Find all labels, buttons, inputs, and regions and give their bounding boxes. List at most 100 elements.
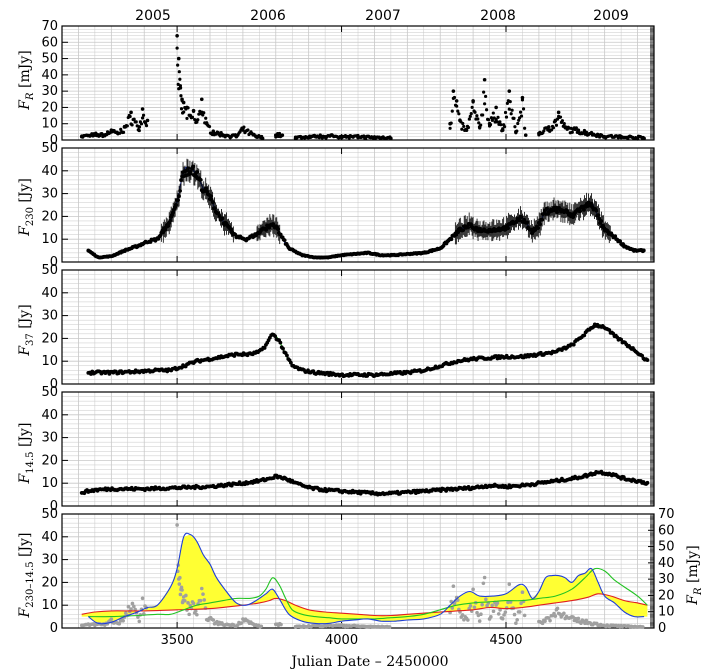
ytick-label: 50 — [41, 52, 58, 67]
data-point — [469, 111, 473, 116]
optical-overlay-point — [515, 618, 519, 622]
ylabel-f230: F230 [Jy] — [17, 178, 36, 237]
data-point — [471, 99, 475, 103]
data-point — [519, 114, 524, 118]
grid-f37 — [62, 269, 654, 385]
ytick-label: 40 — [41, 408, 58, 423]
optical-overlay-point — [484, 597, 488, 602]
optical-overlay-point — [201, 592, 205, 596]
data-point — [306, 135, 311, 140]
optical-overlay-point — [518, 610, 522, 614]
data-point — [513, 125, 517, 129]
data-point — [179, 94, 183, 98]
data-point — [137, 128, 141, 133]
data-point — [521, 107, 526, 111]
data-point — [520, 95, 525, 100]
optical-overlay-point — [481, 581, 486, 586]
ytick-label: 0 — [50, 621, 58, 636]
ytick-label: 20 — [41, 209, 58, 224]
optical-overlay-point — [179, 585, 184, 590]
data-point — [372, 136, 377, 141]
data-point — [475, 114, 479, 118]
data-point — [121, 130, 126, 134]
optical-overlay-point — [193, 609, 198, 613]
optical-overlay-point — [449, 599, 453, 604]
data-point — [468, 114, 472, 118]
ytick-label: 20 — [41, 575, 58, 590]
optical-overlay-point — [495, 601, 500, 605]
optical-overlay-point — [126, 604, 131, 609]
data-point — [467, 117, 471, 121]
optical-overlay-point — [477, 619, 482, 623]
ytick-label: 70 — [41, 19, 58, 34]
data-point — [141, 113, 146, 117]
data-point — [273, 133, 278, 137]
data-point — [191, 108, 196, 113]
data-point — [449, 237, 454, 242]
data-point — [491, 111, 495, 115]
ytick-label-right: 30 — [658, 572, 675, 587]
optical-overlay-point — [540, 621, 545, 626]
data-point — [234, 134, 239, 139]
data-point — [546, 125, 551, 129]
ytick-label: 30 — [41, 553, 58, 568]
data-point — [109, 128, 114, 133]
data-point — [470, 105, 474, 109]
data-point — [504, 115, 509, 119]
optical-overlay-point — [543, 619, 547, 623]
data-point — [495, 120, 499, 124]
data-point — [389, 136, 393, 141]
panel-f230: 0 10 20 30 40 50 — [41, 141, 655, 270]
optical-overlay-point — [187, 612, 191, 617]
optical-overlay-point — [140, 596, 145, 601]
data-point — [195, 118, 199, 123]
optical-overlay-point — [520, 590, 525, 595]
optical-overlay-point — [117, 622, 122, 626]
data-point — [494, 105, 498, 110]
data-point — [175, 33, 179, 38]
data-point — [542, 129, 546, 133]
data-point — [202, 111, 206, 115]
optical-overlay-point — [259, 624, 264, 629]
data-point — [176, 63, 180, 67]
optical-overlay-point — [202, 598, 207, 602]
data-point — [204, 116, 208, 120]
data-point — [454, 99, 459, 103]
optical-overlay-point — [211, 618, 216, 622]
ylabel-overlay-right: FR [mJy] — [685, 545, 704, 605]
data-point — [339, 134, 344, 139]
data-point — [455, 104, 459, 108]
data-point — [221, 133, 225, 137]
data-point — [645, 358, 650, 362]
ytick-label-right: 70 — [658, 507, 675, 522]
optical-overlay-point — [500, 616, 505, 621]
optical-overlay-point — [180, 588, 184, 592]
data-point — [179, 107, 184, 111]
optical-overlay-point — [507, 582, 512, 587]
panel-f14_5: 0 10 20 30 40 50 — [41, 385, 655, 514]
data-point — [137, 125, 142, 129]
optical-overlay-point — [387, 625, 392, 629]
optical-overlay-point — [498, 608, 502, 612]
data-point — [466, 125, 471, 130]
ytick-label: 50 — [41, 263, 58, 278]
data-point — [576, 128, 581, 133]
data-point — [211, 130, 216, 134]
ytick-label-right: 20 — [658, 588, 675, 603]
data-point — [523, 133, 528, 137]
ylabel-f37: F37 [Jy] — [17, 304, 36, 356]
data-point — [246, 128, 250, 132]
data-point — [277, 131, 282, 136]
data-point — [289, 360, 293, 365]
data-point — [450, 109, 454, 113]
ytick-label: 50 — [41, 141, 58, 156]
ytick-label: 20 — [41, 453, 58, 468]
data-point — [517, 118, 521, 122]
data-point — [448, 126, 452, 130]
ytick-label: 10 — [41, 354, 58, 369]
optical-overlay-point — [178, 575, 182, 580]
data-point — [198, 178, 203, 182]
ylabel-overlay-left: F230–14.5 [Jy] — [17, 533, 36, 619]
data-point — [516, 121, 520, 126]
panels: 0102030405060700102030405001020304050010… — [41, 19, 674, 648]
